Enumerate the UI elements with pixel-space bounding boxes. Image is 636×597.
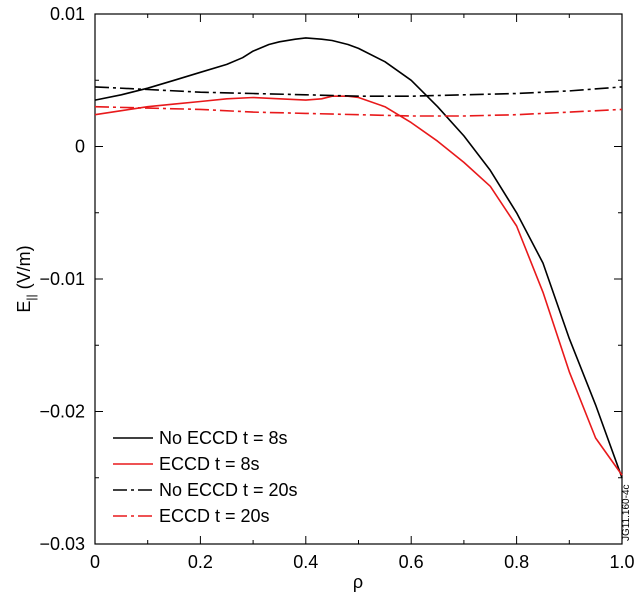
y-axis-label: E|| (V/m) (14, 245, 38, 312)
x-tick-label: 0.6 (399, 552, 424, 572)
y-tick-label: −0.01 (39, 269, 85, 289)
series-line-3 (94, 86, 623, 97)
x-axis-label: ρ (353, 572, 363, 592)
x-tick-label: 0.2 (188, 552, 213, 572)
y-axis-label-sub: || (24, 294, 38, 300)
y-axis-label-unit: (V/m) (14, 245, 34, 294)
legend-label-2: ECCD t = 8s (159, 454, 260, 474)
legend-label-1: No ECCD t = 8s (159, 428, 288, 448)
legend: No ECCD t = 8s ECCD t = 8s No ECCD t = 20s… (113, 428, 298, 526)
y-tick-label: 0 (75, 137, 85, 157)
ticks: 0 0.2 0.4 0.6 0.8 1.0 0.01 0 −0.01 −0.02 −0.03 (39, 4, 634, 572)
figure-tag: JG11.160-4c (621, 484, 632, 541)
y-axis-label-main: E (14, 301, 34, 313)
y-tick-label: 0.01 (50, 4, 85, 24)
legend-label-4: ECCD t = 20s (159, 506, 270, 526)
y-tick-label: −0.03 (39, 534, 85, 554)
series-line-2 (94, 95, 623, 476)
legend-label-3: No ECCD t = 20s (159, 480, 298, 500)
series-line-1 (94, 37, 623, 479)
x-tick-label: 0 (90, 552, 100, 572)
x-tick-label: 0.4 (293, 552, 318, 572)
x-tick-label: 0.8 (504, 552, 529, 572)
y-tick-label: −0.02 (39, 402, 85, 422)
x-tick-label: 1.0 (609, 552, 634, 572)
series-line-4 (94, 105, 623, 117)
series-group (94, 37, 623, 479)
